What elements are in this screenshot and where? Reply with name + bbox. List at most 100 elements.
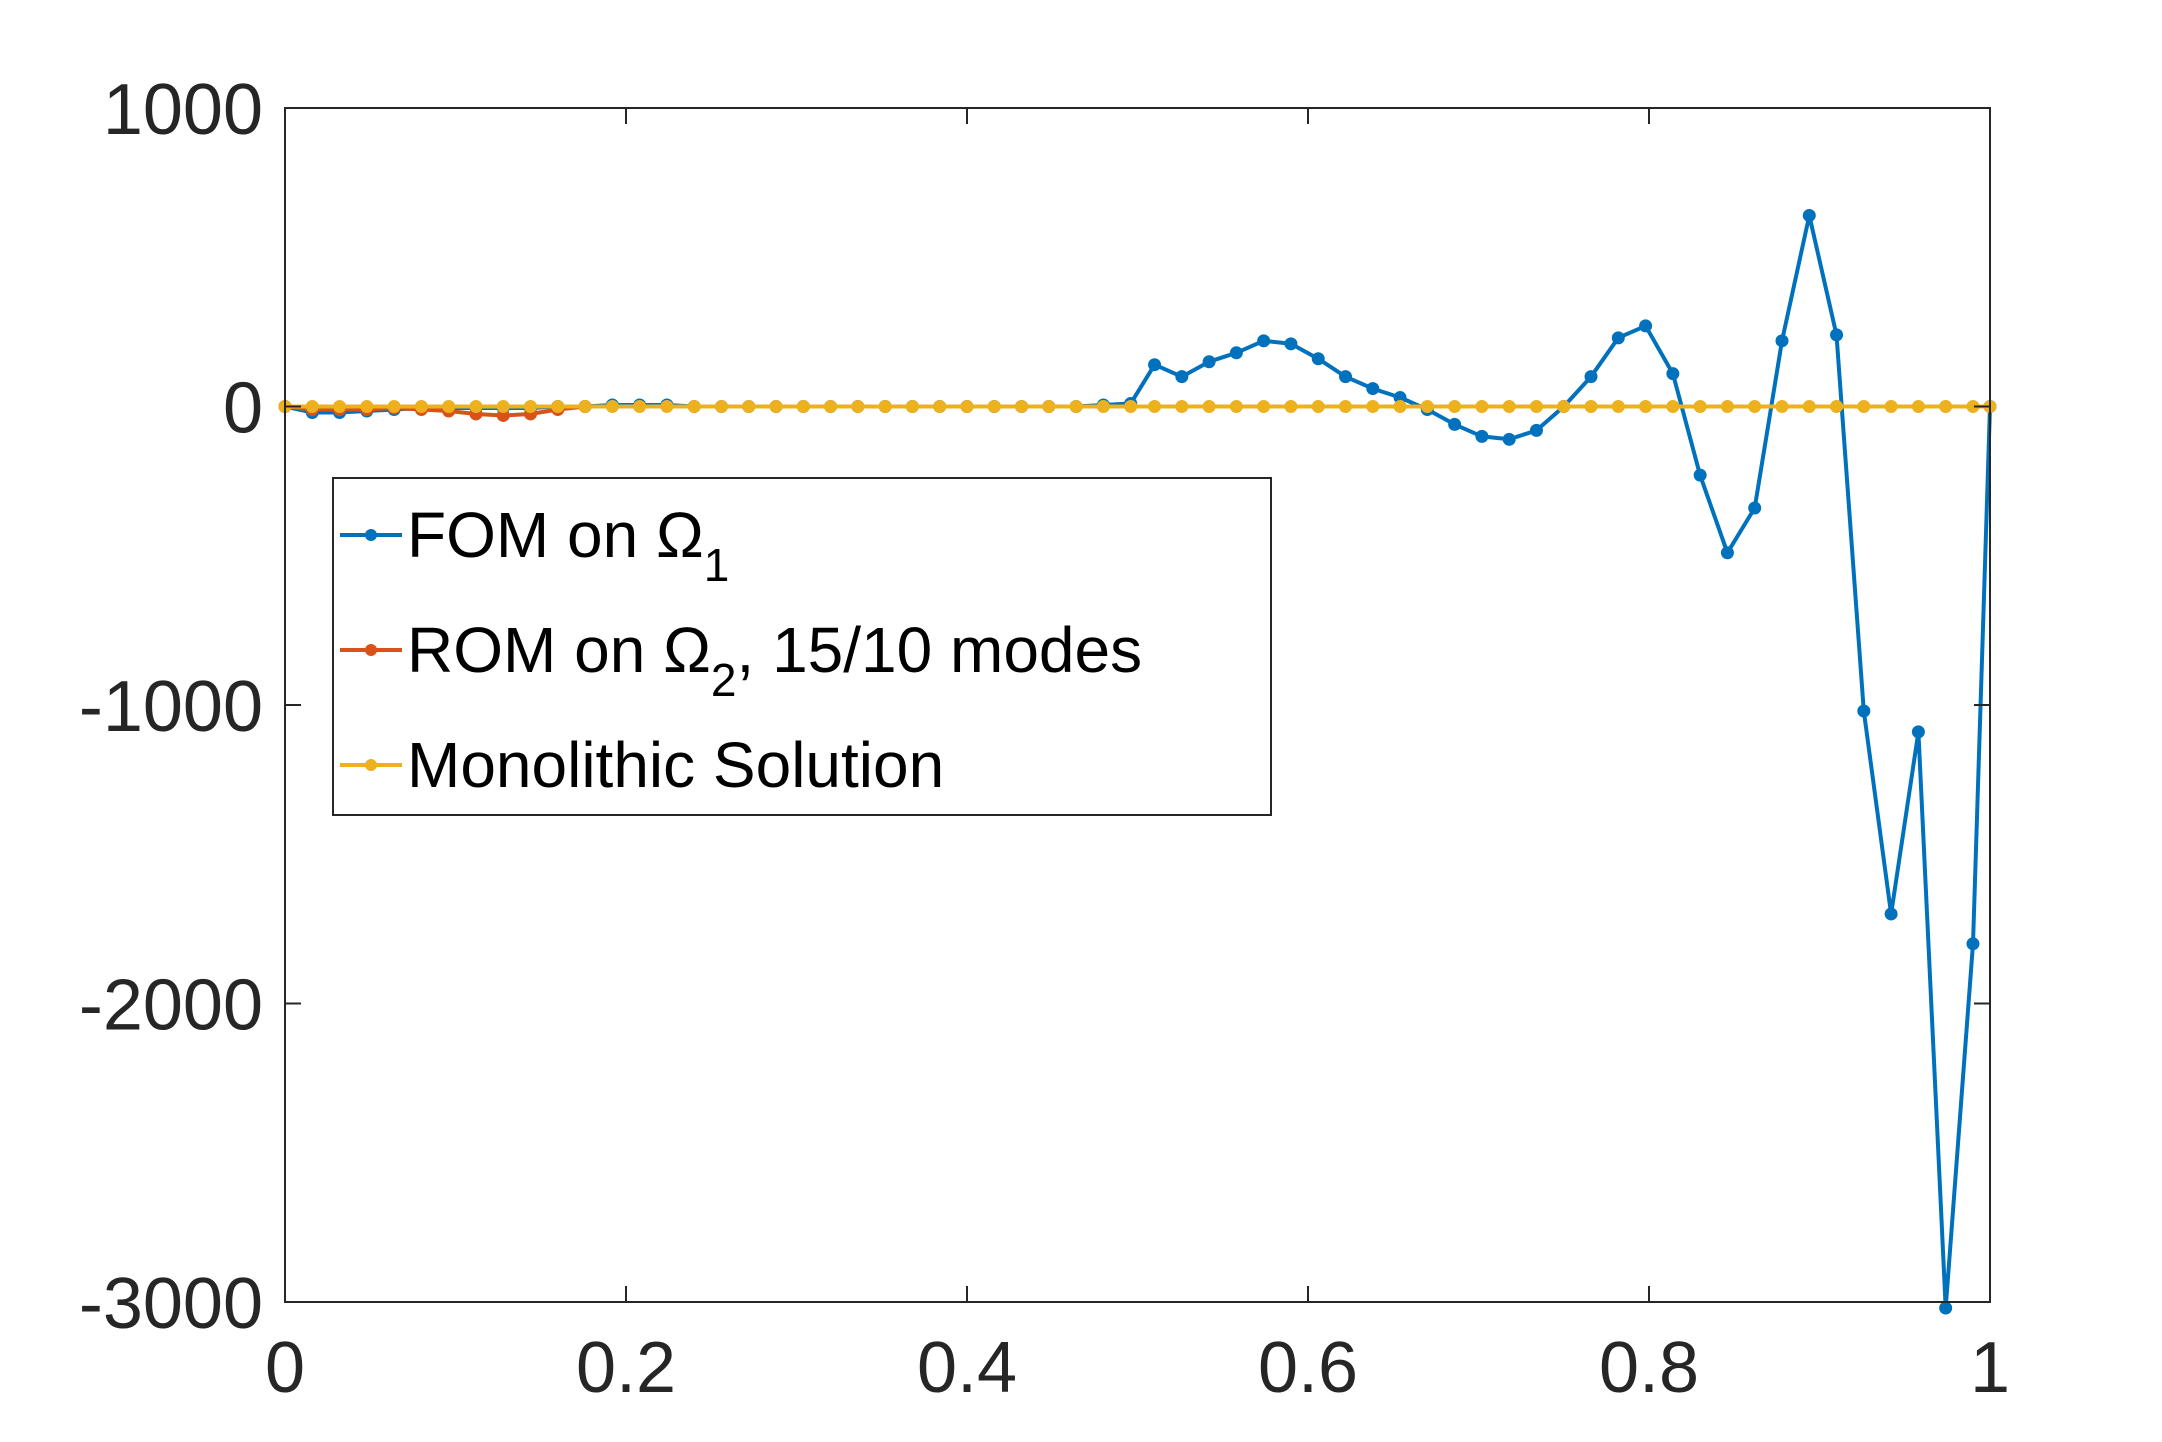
data-point: [1502, 432, 1516, 446]
data-point: [1202, 355, 1216, 369]
x-tick-label: 0.6: [1258, 1328, 1358, 1408]
data-point: [1775, 400, 1789, 413]
data-point: [1529, 400, 1543, 413]
data-point: [1639, 319, 1653, 333]
data-point: [1748, 400, 1762, 413]
data-point: [1693, 400, 1707, 413]
data-point: [905, 400, 919, 413]
data-point: [1666, 367, 1680, 381]
data-point: [1311, 400, 1325, 413]
data-point: [1124, 400, 1138, 413]
data-point: [1475, 429, 1489, 443]
data-point: [1584, 400, 1598, 413]
data-point: [1148, 400, 1162, 413]
data-point: [496, 400, 510, 413]
data-point: [1639, 400, 1653, 413]
legend-label-tail: , 15/10 modes: [737, 614, 1143, 686]
legend-swatch-marker: [365, 529, 377, 541]
x-tick-label: 1: [1970, 1328, 2010, 1408]
data-point: [1015, 400, 1029, 413]
legend-entry-3: Monolithic Solution: [340, 729, 944, 801]
data-point: [660, 400, 674, 413]
data-point: [1529, 423, 1543, 437]
data-point: [960, 400, 974, 413]
data-point: [769, 400, 783, 413]
data-point: [1420, 400, 1434, 413]
data-point: [1448, 417, 1462, 431]
y-tick-label: -3000: [79, 1264, 263, 1344]
data-point: [1475, 400, 1489, 413]
data-point: [1229, 346, 1243, 360]
legend-swatch-marker: [365, 644, 377, 656]
data-point: [1857, 400, 1871, 413]
data-point: [1802, 400, 1816, 413]
data-point: [1693, 468, 1707, 482]
y-tick-label: -1000: [79, 667, 263, 747]
data-point: [1911, 400, 1925, 413]
y-axis-ticks: 1000 0 -1000 -2000 -3000: [79, 70, 1990, 1344]
legend-entry-1: FOM on Ω1: [340, 499, 729, 591]
data-point: [1284, 337, 1298, 351]
data-point: [851, 400, 865, 413]
legend-label-main: ROM on Ω: [407, 614, 711, 686]
data-point: [414, 400, 428, 413]
x-tick-label: 0: [265, 1328, 305, 1408]
data-point: [1939, 400, 1953, 413]
data-point: [1257, 400, 1271, 413]
data-point: [1393, 400, 1407, 413]
x-tick-label: 0.8: [1599, 1328, 1699, 1408]
data-point: [1502, 400, 1516, 413]
data-point: [987, 400, 1001, 413]
data-point: [1857, 704, 1871, 718]
legend-label: FOM on Ω1: [407, 499, 729, 591]
data-point: [469, 400, 483, 413]
data-point: [305, 400, 319, 413]
data-point: [1720, 546, 1734, 560]
data-point: [1611, 400, 1625, 413]
legend-label-main: FOM on Ω: [407, 499, 704, 571]
data-point: [714, 400, 728, 413]
data-point: [824, 400, 838, 413]
data-point: [1257, 334, 1271, 348]
legend-label: Monolithic Solution: [407, 729, 944, 801]
data-point: [1884, 907, 1898, 921]
data-point: [1339, 400, 1353, 413]
data-point: [742, 400, 756, 413]
data-point: [551, 400, 565, 413]
data-point: [1096, 400, 1110, 413]
data-point: [1966, 937, 1980, 951]
y-tick-label: -2000: [79, 966, 263, 1046]
data-point: [1229, 400, 1243, 413]
data-point: [605, 400, 619, 413]
legend-label-main: Monolithic Solution: [407, 729, 944, 801]
data-point: [1284, 400, 1298, 413]
data-point: [1802, 208, 1816, 222]
data-point: [1611, 331, 1625, 345]
data-point: [1666, 400, 1680, 413]
data-point: [878, 400, 892, 413]
data-point: [1557, 400, 1571, 413]
data-point: [333, 400, 347, 413]
series-layer: [278, 208, 1997, 1315]
data-point: [1339, 370, 1353, 384]
data-point: [524, 400, 538, 413]
x-tick-label: 0.2: [576, 1328, 676, 1408]
x-axis-ticks: 0 0.2 0.4 0.6 0.8 1: [265, 108, 2010, 1408]
data-point: [1584, 370, 1598, 384]
data-point: [1311, 352, 1325, 366]
legend: FOM on Ω1 ROM on Ω2, 15/10 modes Monolithi…: [332, 477, 1272, 816]
data-point: [1911, 725, 1925, 739]
data-point: [1830, 328, 1844, 342]
x-tick-label: 0.4: [917, 1328, 1017, 1408]
data-point: [1720, 400, 1734, 413]
data-point: [1175, 370, 1189, 384]
data-point: [796, 400, 810, 413]
data-point: [442, 400, 456, 413]
data-point: [1366, 382, 1380, 396]
data-point: [1884, 400, 1898, 413]
data-point: [1748, 501, 1762, 515]
series-3: [278, 400, 1997, 413]
legend-swatch-marker: [365, 759, 377, 771]
data-point: [933, 400, 947, 413]
